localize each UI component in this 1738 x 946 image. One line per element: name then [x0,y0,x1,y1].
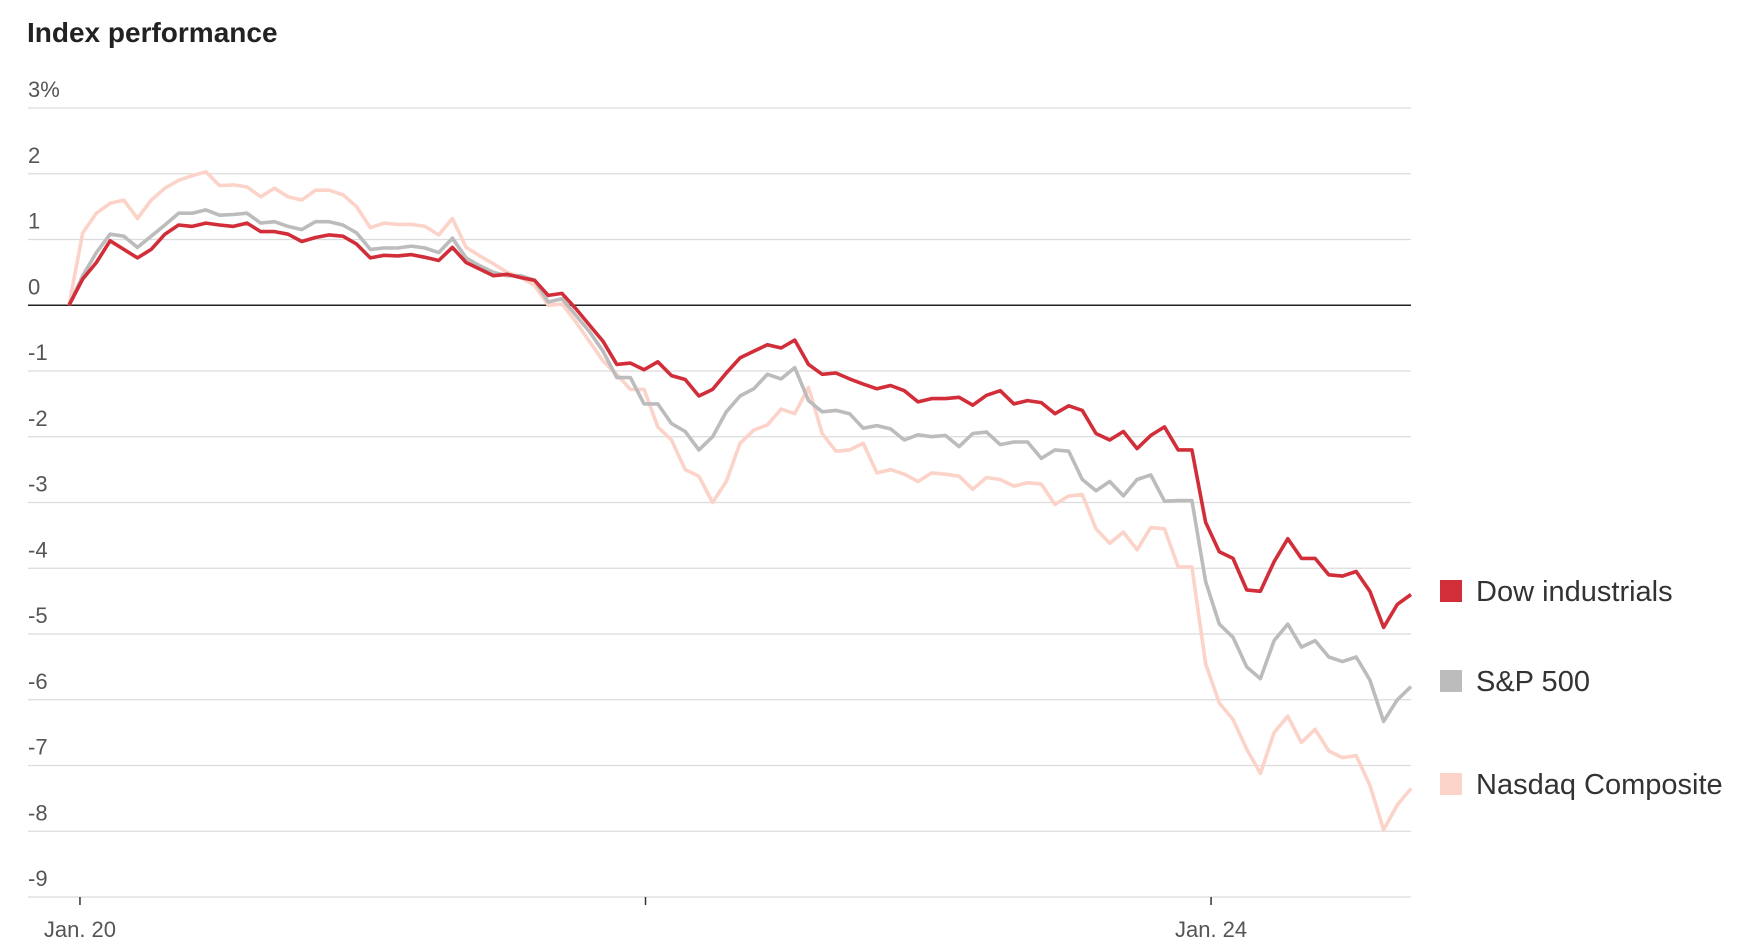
series-line [67,221,1413,630]
y-tick-label: 0 [28,274,40,299]
y-tick-label: 3% [28,77,60,102]
y-tick-label: -3 [28,472,48,497]
y-tick-label: -6 [28,669,48,694]
series-line [67,170,1413,832]
legend-label: S&P 500 [1476,666,1590,698]
y-tick-label: -9 [28,866,48,891]
y-tick-label: -5 [28,603,48,628]
legend-swatch [1440,773,1462,795]
y-tick-label: -1 [28,340,48,365]
legend-swatch [1440,670,1462,692]
chart-title: Index performance [27,17,278,48]
legend: Dow industrials S&P 500 Nasdaq Composite [1440,576,1723,801]
lines [67,170,1413,832]
grid: 3% 2 1 0 -1 -2 -3 -4 -5 -6 -7 -8 -9 Jan. 20 Jan. 24 [28,77,1411,942]
y-tick-label: 1 [28,209,40,234]
y-tick-label: -4 [28,537,48,562]
legend-label: Dow industrials [1476,576,1673,608]
y-tick-label: 2 [28,143,40,168]
series-line [67,208,1413,724]
legend-label: Nasdaq Composite [1476,769,1723,801]
y-tick-label: -7 [28,735,48,760]
y-tick-label: -2 [28,406,48,431]
y-tick-label: -8 [28,800,48,825]
legend-swatch [1440,580,1462,602]
x-tick-label: Jan. 20 [44,917,116,942]
x-tick-label: Jan. 24 [1175,917,1247,942]
